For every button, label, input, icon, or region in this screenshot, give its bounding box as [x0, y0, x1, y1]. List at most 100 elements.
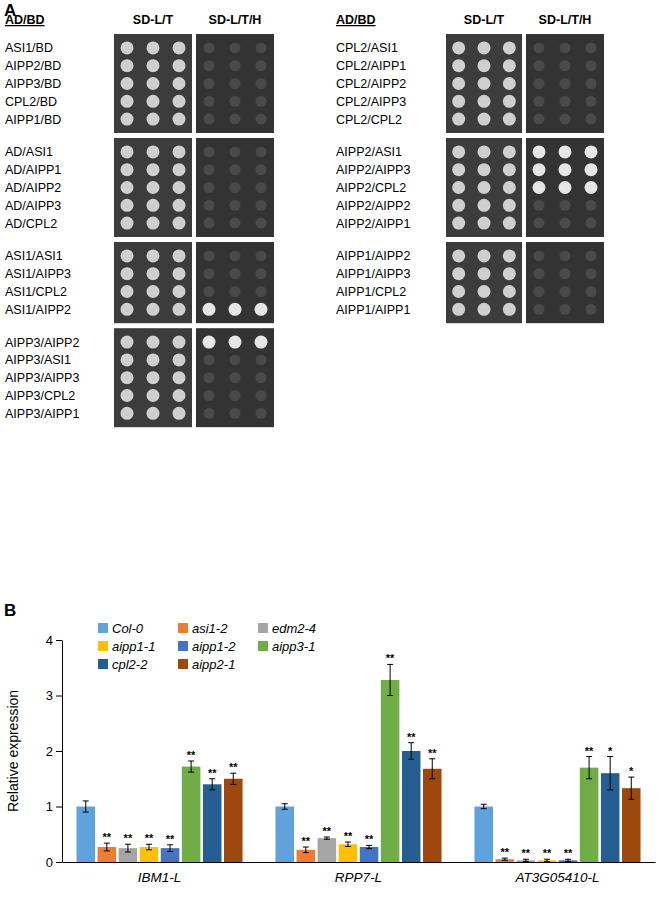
yeast-spot: [503, 199, 516, 212]
header: SD-L/T: [464, 13, 505, 27]
tick-label: 2: [46, 744, 53, 759]
yeast-spot: [173, 353, 186, 366]
yeast-spot: [173, 113, 186, 126]
error-cap: [628, 799, 634, 800]
yeast-spot: [230, 42, 241, 53]
yeast-spot: [230, 354, 241, 365]
yeast-spot: [204, 114, 215, 125]
error-bar: [366, 845, 372, 848]
yeast-spot: [173, 407, 186, 420]
legend-label: Col-0: [112, 621, 144, 636]
plate: [526, 34, 604, 133]
legend-swatch: [98, 623, 108, 633]
yeast-spot: [173, 336, 186, 349]
plate: [446, 242, 522, 323]
error-stem: [106, 843, 107, 851]
error-bar: [230, 773, 236, 784]
bar: [76, 807, 95, 863]
yeast-spot: [230, 390, 241, 401]
yeast-spot: [204, 200, 215, 211]
bar: [402, 751, 421, 862]
yeast-spot: [121, 113, 134, 126]
y-tick: 2: [46, 744, 62, 759]
yeast-spot: [534, 200, 545, 211]
significance: **: [103, 831, 112, 843]
significance: **: [344, 830, 353, 842]
error-bar: [544, 859, 550, 861]
legend-swatch: [178, 641, 188, 651]
yeast-spot: [204, 60, 215, 71]
yeast-spot: [230, 146, 241, 157]
error-cap: [481, 804, 487, 805]
yeast-spot: [230, 60, 241, 71]
row-label: CPL2/AIPP1: [336, 59, 406, 73]
plate: [196, 328, 274, 427]
yeast-spot: [586, 304, 597, 315]
row-label: AIPP2/CPL2: [336, 181, 406, 195]
error-cap: [324, 839, 330, 840]
yeast-spot: [203, 303, 216, 316]
yeast-spot: [452, 199, 465, 212]
yeast-spot: [560, 200, 571, 211]
error-cap: [230, 784, 236, 785]
yeast-spot: [586, 200, 597, 211]
yeast-spot: [147, 336, 160, 349]
yeast-spot: [173, 285, 186, 298]
yeast-spot: [121, 59, 134, 72]
yeast-spot: [503, 77, 516, 90]
error-stem: [170, 845, 171, 852]
significance: *: [629, 765, 634, 777]
yeast-spot: [147, 77, 160, 90]
error-cap: [188, 772, 194, 773]
yeast-spot: [503, 217, 516, 230]
row-label: AIPP2/AIPP1: [336, 217, 410, 231]
row-label: AIPP3/CPL2: [5, 389, 75, 403]
yeast-spot: [121, 285, 134, 298]
error-bar: [607, 757, 613, 790]
yeast-spot: [173, 303, 186, 316]
yeast-spot: [230, 372, 241, 383]
yeast-spot: [478, 59, 491, 72]
yeast-spot: [534, 304, 545, 315]
yeast-spot: [503, 59, 516, 72]
axis-line: [63, 862, 656, 863]
y-axis-title: Relative expression: [5, 690, 21, 812]
error-cap: [146, 849, 152, 850]
header: AD/BD: [5, 13, 45, 27]
bar: [622, 788, 641, 862]
panel-label: B: [4, 601, 16, 620]
yeast-spot: [256, 390, 267, 401]
tick-mark: [56, 640, 62, 641]
y-tick: 1: [46, 799, 62, 814]
yeast-spot: [534, 60, 545, 71]
yeast-spot: [478, 217, 491, 230]
legend-label: aipp1-2: [192, 639, 236, 654]
error-bar: [282, 804, 288, 810]
row-label: ASI1/ASI1: [5, 249, 63, 263]
yeast-spot: [203, 336, 216, 349]
yeast-spot: [230, 286, 241, 297]
plate: [446, 34, 522, 133]
yeast-spot: [256, 42, 267, 53]
error-stem: [305, 847, 306, 853]
y-tick: 3: [46, 688, 62, 703]
yeast-spot: [586, 218, 597, 229]
row-label: CPL2/AIPP2: [336, 77, 406, 91]
yeast-spot: [204, 250, 215, 261]
significance: **: [323, 825, 332, 837]
row-label: AD/AIPP3: [5, 199, 61, 213]
error-bar: [125, 844, 131, 852]
error-bar: [565, 859, 571, 861]
error-cap: [586, 778, 592, 779]
error-bar: [523, 859, 529, 861]
row-label: AIPP3/BD: [5, 77, 61, 91]
plate: [526, 242, 604, 323]
yeast-spot: [585, 145, 598, 158]
error-cap: [83, 812, 89, 813]
yeast-spot: [256, 354, 267, 365]
legend-swatch: [258, 623, 268, 633]
error-stem: [212, 779, 213, 790]
header: AD/BD: [336, 13, 376, 27]
plate: [526, 138, 604, 237]
row-label: ASI1/BD: [5, 41, 53, 55]
